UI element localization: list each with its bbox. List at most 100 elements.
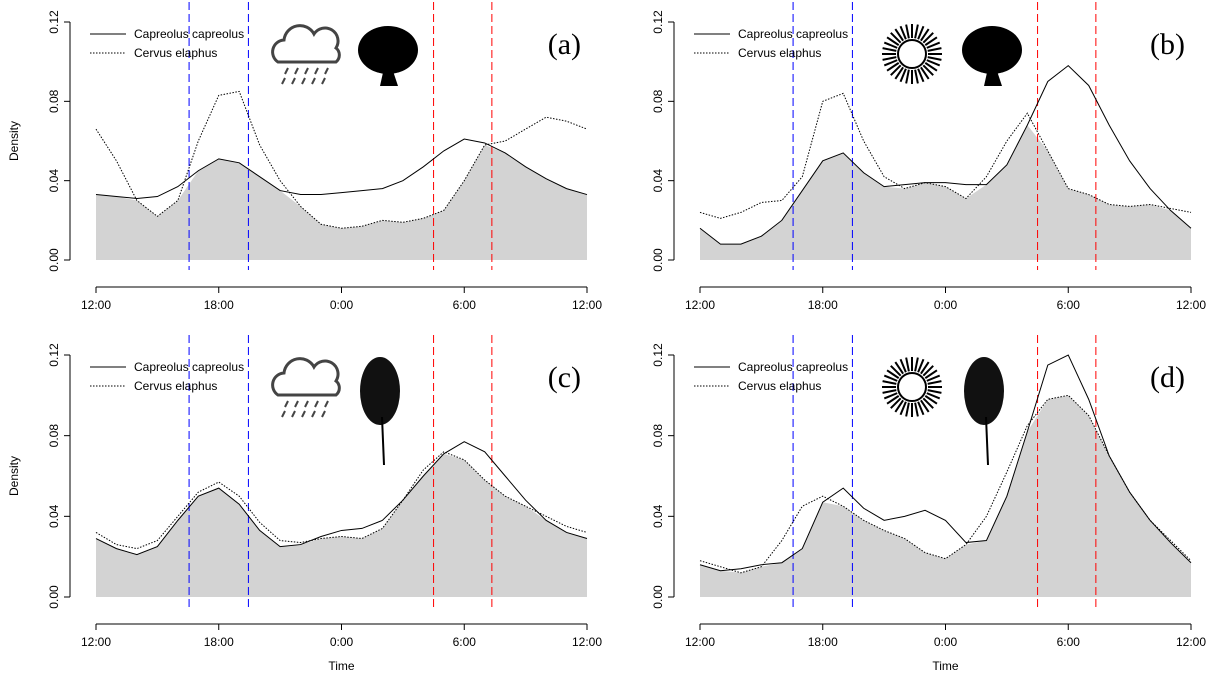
y-tick-label: 0.00 — [651, 248, 665, 272]
x-tick-label: 12:00 — [685, 298, 715, 312]
sun-ray — [890, 32, 902, 44]
legend-label: Capreolus capreolus — [134, 360, 244, 374]
density-line — [95, 441, 588, 556]
y-tick-label: 0.12 — [651, 343, 665, 367]
sun-ray — [905, 69, 910, 84]
rain-drop — [301, 410, 306, 418]
rain-drop — [281, 410, 286, 418]
x-tick-label: 12:00 — [1176, 298, 1206, 312]
sun-ray — [927, 56, 942, 61]
sun-ray — [922, 397, 934, 409]
sun-ray — [890, 64, 902, 76]
tree-crown — [962, 26, 1022, 74]
y-tick-label: 0.00 — [47, 248, 61, 272]
sun-ray — [886, 395, 900, 405]
sun-ray — [890, 397, 902, 409]
y-tick-label: 0.08 — [47, 89, 61, 113]
x-axis-label: Time — [328, 659, 355, 673]
x-tick-label: 6:00 — [1057, 298, 1081, 312]
panel-label: (d) — [1150, 361, 1185, 394]
y-tick-label: 0.08 — [651, 89, 665, 113]
x-tick-label: 0:00 — [330, 298, 354, 312]
tree-trunk — [985, 416, 989, 466]
rain-drop — [304, 400, 309, 408]
tree-crown — [358, 26, 418, 74]
sun-ray — [899, 401, 907, 416]
rain-drop — [314, 67, 319, 75]
rain-drop — [291, 77, 296, 85]
sun-ray — [883, 374, 898, 382]
panel: 0.00 0.04 0.08 0.12 12:00 18:00 0:00 6:00 12:00 T… — [651, 335, 1206, 673]
y-tick-label: 0.04 — [651, 504, 665, 528]
sun-ray — [920, 361, 930, 375]
sun-ray — [924, 36, 938, 46]
cloud-icon — [271, 24, 341, 64]
rain-drop — [324, 400, 329, 408]
tree-crown — [964, 357, 1004, 425]
x-tick-label: 12:00 — [572, 298, 602, 312]
y-tick-label: 0.04 — [651, 169, 665, 193]
panel: 0.00 0.04 0.08 0.12 12:00 18:00 0:00 6:00 12:00 C… — [651, 2, 1206, 312]
sun-ray — [905, 357, 910, 372]
y-tick-label: 0.12 — [47, 343, 61, 367]
overlap-area — [96, 144, 587, 260]
sun-ray — [924, 395, 938, 405]
y-axis-label: Density — [7, 456, 21, 496]
x-tick-label: 0:00 — [330, 635, 354, 649]
rain-drop — [321, 77, 326, 85]
sun-ray — [883, 41, 898, 49]
sun-ray — [917, 25, 925, 40]
panel: 0.00 0.04 0.08 0.12 Density 12:00 18:00 0:00 6:0… — [7, 2, 602, 312]
rain-drop — [284, 67, 289, 75]
rain-drop — [321, 410, 326, 418]
sun-ray — [882, 389, 897, 394]
rain-drop — [301, 77, 306, 85]
sun-ray — [914, 69, 919, 84]
overlap-area — [700, 395, 1191, 597]
y-tick-label: 0.00 — [47, 585, 61, 609]
sun-ray — [883, 59, 898, 67]
legend-label: Capreolus capreolus — [134, 27, 244, 41]
legend-label: Cervus elaphus — [738, 46, 821, 60]
x-tick-label: 18:00 — [204, 298, 234, 312]
x-tick-label: 6:00 — [453, 635, 477, 649]
sun-ray — [920, 66, 930, 80]
sun-ray — [894, 361, 904, 375]
tree-trunk — [381, 416, 385, 466]
sun-ray — [914, 357, 919, 372]
x-tick-label: 18:00 — [808, 635, 838, 649]
density-line — [95, 138, 588, 200]
sun-ray — [927, 47, 942, 52]
sun-core — [897, 39, 927, 69]
sun-ray — [926, 392, 941, 400]
rain-drop — [311, 410, 316, 418]
rain-drop — [281, 77, 286, 85]
x-tick-label: 12:00 — [81, 635, 111, 649]
legend-label: Cervus elaphus — [134, 46, 217, 60]
tree-crown — [360, 357, 400, 425]
rain-drop — [314, 400, 319, 408]
sun-ray — [914, 402, 919, 417]
sun-ray — [886, 36, 900, 46]
legend-label: Capreolus capreolus — [738, 27, 848, 41]
sun-ray — [927, 380, 942, 385]
rain-drop — [284, 400, 289, 408]
x-tick-label: 12:00 — [81, 298, 111, 312]
density-line — [699, 394, 1192, 574]
sun-ray — [890, 365, 902, 377]
sun-ray — [894, 66, 904, 80]
sun-ray — [914, 24, 919, 39]
density-line — [699, 92, 1192, 219]
overlap-area — [96, 453, 587, 597]
x-tick-label: 12:00 — [685, 635, 715, 649]
x-tick-label: 0:00 — [934, 635, 958, 649]
sun-ray — [917, 68, 925, 83]
x-tick-label: 0:00 — [934, 298, 958, 312]
rain-drop — [294, 400, 299, 408]
sun-ray — [882, 47, 897, 52]
density-line — [95, 451, 588, 550]
sun-ray — [899, 25, 907, 40]
y-tick-label: 0.12 — [47, 10, 61, 34]
